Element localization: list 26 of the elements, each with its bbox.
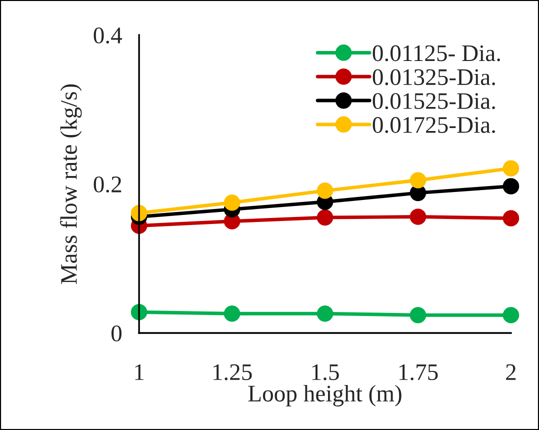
point	[316, 182, 334, 199]
x-axis-title: Loop height (m)	[248, 384, 402, 406]
x-tick-label: 1.75	[399, 364, 438, 380]
legend-label: 0.01125- Dia.	[372, 45, 500, 62]
legend-label: 0.01325-Dia.	[372, 69, 495, 86]
x-tick-label: 2	[506, 364, 516, 380]
y-tick-label: 0.2	[94, 176, 122, 193]
y-tick-label: 0	[111, 325, 122, 342]
y-axis-title: Mass flow rate (kg/s)	[60, 84, 82, 284]
point	[224, 194, 240, 211]
point	[410, 208, 426, 225]
point	[502, 210, 520, 226]
point	[502, 306, 520, 324]
point	[410, 172, 426, 188]
x-tick-label: 1	[135, 364, 144, 380]
point	[502, 160, 520, 177]
legend-label: 0.01725-Dia.	[372, 117, 495, 134]
point	[224, 305, 240, 322]
point	[316, 209, 334, 226]
legend-label: 0.01525-Dia.	[372, 93, 495, 110]
x-tick-label: 1.25	[213, 364, 252, 380]
point	[502, 178, 520, 194]
point	[410, 306, 426, 324]
y-tick-label: 0.4	[94, 27, 122, 44]
x-tick-label: 1.5	[312, 364, 339, 380]
point	[316, 305, 334, 322]
